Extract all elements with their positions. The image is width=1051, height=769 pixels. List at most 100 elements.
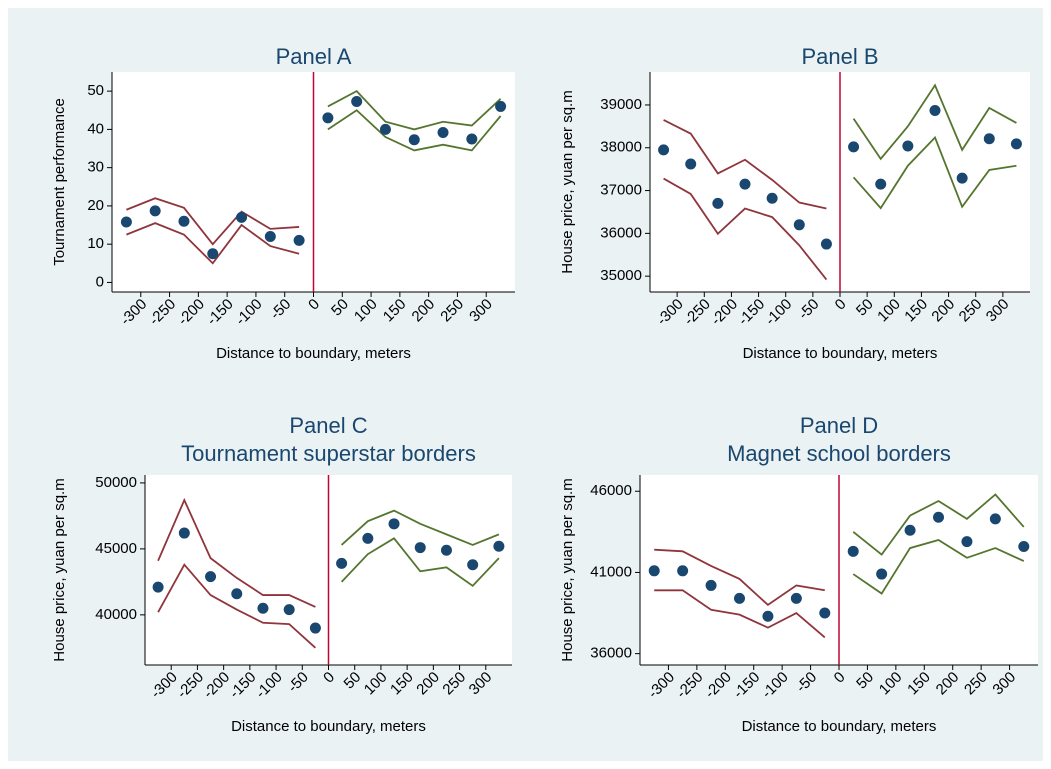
y-axis-title: Tournament performance xyxy=(51,98,68,266)
point xyxy=(493,540,505,552)
point xyxy=(437,126,449,138)
confidence-line xyxy=(852,538,1025,595)
confidence-line xyxy=(327,90,502,131)
confidence-line xyxy=(852,493,1025,556)
point xyxy=(648,565,660,577)
y-axis-title: House price, yuan per sq.m xyxy=(51,478,68,661)
x-axis-title: Distance to boundary, meters xyxy=(216,345,411,362)
x-axis-title: Distance to boundary, meters xyxy=(231,718,426,735)
y-tick-label: 39000 xyxy=(600,96,642,113)
point xyxy=(819,607,831,619)
point xyxy=(309,622,321,634)
point xyxy=(793,219,805,231)
x-axis-title: Distance to boundary, meters xyxy=(743,345,938,362)
point xyxy=(790,592,802,604)
point xyxy=(961,536,973,548)
point xyxy=(705,579,717,591)
confidence-line xyxy=(663,177,828,281)
point xyxy=(762,610,774,622)
point xyxy=(440,544,452,556)
point xyxy=(351,95,363,107)
point xyxy=(388,518,400,530)
confidence-line xyxy=(327,109,502,152)
point xyxy=(205,571,217,583)
y-tick-label: 38000 xyxy=(600,139,642,156)
confidence-line xyxy=(663,119,827,210)
y-tick-label: 46000 xyxy=(590,482,632,499)
point xyxy=(231,588,243,600)
confidence-line xyxy=(852,83,1017,161)
point xyxy=(408,134,420,146)
y-axis-title: House price, yuan per sq.m xyxy=(559,90,576,273)
point xyxy=(904,524,916,536)
confidence-line xyxy=(340,537,500,588)
point xyxy=(1010,138,1022,150)
point xyxy=(283,604,295,616)
point xyxy=(956,172,968,184)
point xyxy=(983,133,995,145)
point xyxy=(149,205,161,217)
confidence-line xyxy=(157,497,316,608)
confidence-line xyxy=(126,222,300,265)
chart-title: Panel B xyxy=(801,44,878,69)
y-tick-label: 50000 xyxy=(95,474,137,491)
point xyxy=(875,178,887,190)
y-tick-label: 10 xyxy=(87,235,104,252)
point xyxy=(933,511,944,523)
point xyxy=(207,248,219,260)
point xyxy=(848,141,860,153)
point xyxy=(467,559,479,571)
chart-title: Panel D xyxy=(800,413,878,438)
point xyxy=(257,602,269,614)
point xyxy=(658,144,670,156)
point xyxy=(766,192,778,204)
point xyxy=(989,513,1001,525)
point xyxy=(322,112,334,124)
point xyxy=(466,133,478,145)
point xyxy=(820,238,832,250)
confidence-line xyxy=(654,548,825,607)
point xyxy=(178,527,190,539)
y-tick-label: 36000 xyxy=(600,224,642,241)
chart-subtitle: Tournament superstar borders xyxy=(181,441,476,466)
point xyxy=(264,231,276,243)
y-tick-label: 37000 xyxy=(600,182,642,199)
y-tick-label: 41000 xyxy=(590,563,632,580)
point xyxy=(734,592,745,604)
point xyxy=(178,215,190,227)
point xyxy=(739,178,751,190)
point xyxy=(336,557,348,569)
point xyxy=(847,545,859,557)
point xyxy=(677,565,689,577)
point xyxy=(876,568,888,580)
y-tick-label: 35000 xyxy=(600,267,642,284)
point xyxy=(712,197,724,209)
y-tick-label: 40 xyxy=(87,120,104,137)
y-tick-label: 45000 xyxy=(95,540,137,557)
point xyxy=(379,123,391,135)
point xyxy=(902,140,914,152)
point xyxy=(929,105,941,117)
chart-title: Panel C xyxy=(289,413,367,438)
y-tick-label: 36000 xyxy=(590,645,632,662)
chart-title: Panel A xyxy=(276,44,352,69)
point xyxy=(362,532,374,544)
point xyxy=(685,158,697,170)
y-axis-title: House price, yuan per sq.m xyxy=(559,478,576,661)
y-tick-label: 40000 xyxy=(95,606,137,623)
confidence-line xyxy=(341,509,500,546)
confidence-line xyxy=(654,589,826,639)
point xyxy=(1018,540,1030,552)
point xyxy=(236,211,248,223)
confidence-line xyxy=(852,135,1017,210)
point xyxy=(414,542,426,554)
point xyxy=(293,234,305,246)
x-axis-title: Distance to boundary, meters xyxy=(742,718,937,735)
y-tick-label: 30 xyxy=(87,159,104,176)
confidence-line xyxy=(126,197,300,246)
y-tick-label: 0 xyxy=(96,273,104,290)
y-tick-label: 50 xyxy=(87,82,104,99)
y-tick-label: 20 xyxy=(87,197,104,214)
point xyxy=(152,581,164,593)
